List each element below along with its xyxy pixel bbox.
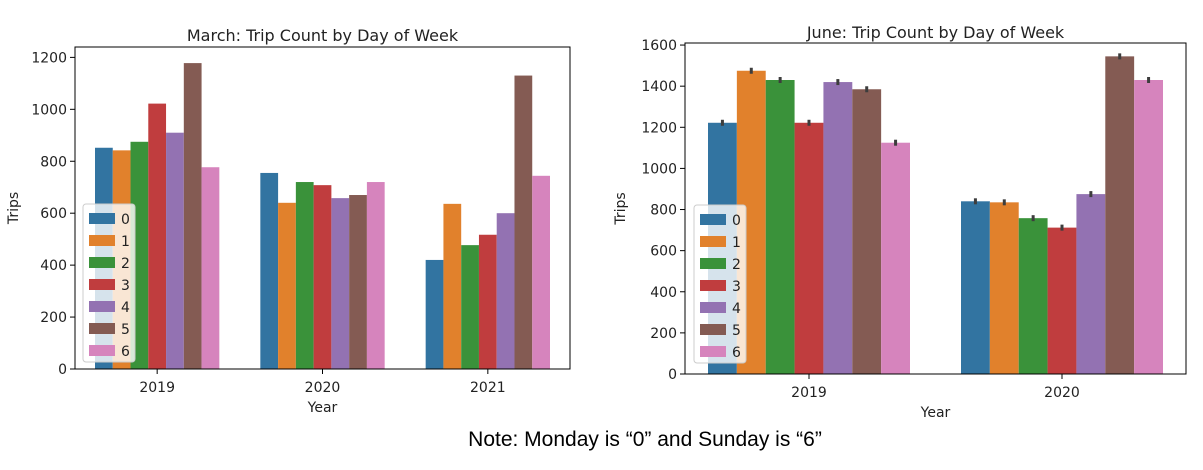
y-tick-label: 1400 xyxy=(641,79,677,95)
y-tick-label: 600 xyxy=(650,244,677,260)
legend-label: 2 xyxy=(121,256,130,272)
y-tick-label: 1000 xyxy=(31,102,67,118)
y-tick-label: 0 xyxy=(668,367,677,383)
x-tick-label: 2019 xyxy=(791,385,827,401)
y-tick-label: 800 xyxy=(650,203,677,219)
legend-swatch xyxy=(89,301,115,312)
bar-chart1-day4-2019 xyxy=(166,132,184,369)
bar-chart2-day2-2020 xyxy=(1018,218,1048,374)
bar-chart1-day5-2020 xyxy=(349,195,367,369)
bar-chart2-day5-2020 xyxy=(1105,56,1135,375)
legend-label: 6 xyxy=(121,344,130,360)
y-tick-label: 800 xyxy=(40,154,67,170)
legend-swatch xyxy=(700,302,726,313)
legend-label: 2 xyxy=(732,257,741,273)
y-tick-label: 400 xyxy=(650,285,677,301)
y-axis-label: Trips xyxy=(6,192,22,225)
bar-chart1-day3-2019 xyxy=(148,103,167,369)
bar-chart1-day5-2021 xyxy=(514,75,533,369)
bar-chart1-day0-2021 xyxy=(425,259,444,369)
legend-swatch xyxy=(89,235,115,246)
legend-swatch xyxy=(700,280,726,291)
legend-label: 6 xyxy=(732,345,741,361)
bar-chart2-day6-2019 xyxy=(881,142,910,374)
bar-chart2-day6-2020 xyxy=(1134,80,1163,374)
plot-frame-chart2 xyxy=(684,42,1187,375)
y-tick-label: 1200 xyxy=(641,120,677,136)
legend-label: 5 xyxy=(732,323,741,339)
legend-swatch xyxy=(89,323,115,334)
x-tick-label: 2021 xyxy=(470,380,506,396)
legend-swatch xyxy=(89,213,115,224)
bar-chart1-day4-2020 xyxy=(331,198,350,369)
x-axis-label: Year xyxy=(307,400,338,416)
y-tick-label: 400 xyxy=(40,258,67,274)
legend-swatch xyxy=(700,324,726,335)
x-tick-label: 2019 xyxy=(139,380,175,396)
bar-chart1-day1-2020 xyxy=(278,202,296,369)
y-tick-label: 1200 xyxy=(31,50,67,66)
chart-title: March: Trip Count by Day of Week xyxy=(187,26,459,45)
bar-chart1-day5-2019 xyxy=(183,63,202,369)
chart-title: June: Trip Count by Day of Week xyxy=(806,23,1065,42)
bar-chart2-day1-2020 xyxy=(989,202,1019,374)
y-tick-label: 600 xyxy=(40,206,67,222)
legend-label: 3 xyxy=(121,278,130,294)
y-tick-label: 1000 xyxy=(641,161,677,177)
bar-chart1-day3-2020 xyxy=(313,185,332,369)
bar-chart1-day6-2019 xyxy=(201,167,220,369)
bar-chart1-day4-2021 xyxy=(496,213,515,369)
bar-chart1-day2-2020 xyxy=(295,182,314,369)
note-text: Note: Monday is “0” and Sunday is “6” xyxy=(468,428,822,451)
legend-swatch xyxy=(700,214,726,225)
bar-chart1-day6-2021 xyxy=(532,175,550,369)
legend-label: 1 xyxy=(732,235,741,251)
legend-label: 0 xyxy=(732,213,741,229)
bar-chart1-day1-2021 xyxy=(443,203,462,369)
bar-chart2-day2-2019 xyxy=(765,80,795,374)
bar-chart2-day0-2020 xyxy=(961,201,990,374)
y-tick-label: 0 xyxy=(58,362,67,378)
legend-label: 4 xyxy=(121,300,130,316)
bar-chart1-day0-2020 xyxy=(260,172,279,369)
x-tick-label: 2020 xyxy=(1044,385,1080,401)
bar-chart2-day3-2019 xyxy=(794,122,824,374)
legend-label: 0 xyxy=(121,212,130,228)
bar-chart2-day5-2019 xyxy=(852,89,882,375)
bar-chart1-day2-2021 xyxy=(461,245,479,369)
bar-chart1-day3-2021 xyxy=(478,234,497,369)
legend-label: 5 xyxy=(121,322,130,338)
x-tick-label: 2020 xyxy=(305,380,341,396)
legend-swatch xyxy=(700,258,726,269)
legend-label: 4 xyxy=(732,301,741,317)
y-axis-label: Trips xyxy=(613,192,629,225)
x-axis-label: Year xyxy=(920,405,951,421)
legend-swatch xyxy=(700,236,726,247)
bar-chart2-day3-2020 xyxy=(1047,227,1077,374)
bar-chart2-day4-2019 xyxy=(823,82,853,375)
bar-chart2-day4-2020 xyxy=(1076,194,1106,374)
legend-swatch xyxy=(89,345,115,356)
y-tick-label: 200 xyxy=(40,310,67,326)
y-tick-label: 200 xyxy=(650,326,677,342)
y-tick-label: 1600 xyxy=(641,38,677,54)
legend-swatch xyxy=(700,346,726,357)
legend-label: 3 xyxy=(732,279,741,295)
legend-swatch xyxy=(89,257,115,268)
bar-chart1-day6-2020 xyxy=(366,182,385,369)
legend-label: 1 xyxy=(121,234,130,250)
legend-swatch xyxy=(89,279,115,290)
